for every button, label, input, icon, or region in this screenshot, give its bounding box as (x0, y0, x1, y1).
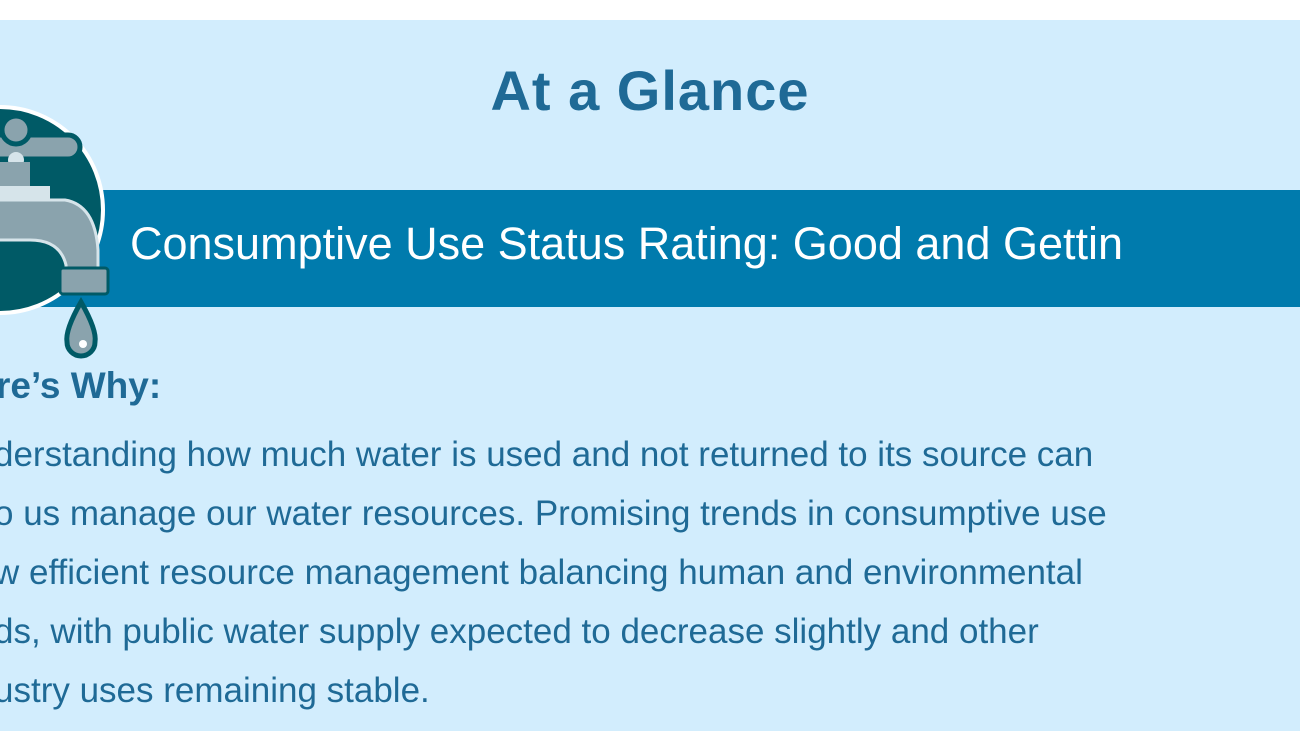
body-line: ds, with public water supply expected to… (0, 612, 1039, 651)
body-line: ustry uses remaining stable. (0, 671, 430, 710)
status-rating-text: Consumptive Use Status Rating: Good and … (130, 218, 1124, 269)
section-heading: re’s Why: (0, 365, 162, 406)
body-line: o us manage our water resources. Promisi… (0, 494, 1107, 533)
faucet-icon (0, 105, 110, 359)
page-title: At a Glance (490, 59, 810, 122)
body-line: w efficient resource management balancin… (0, 553, 1083, 592)
at-a-glance-panel: At a Glance Consumptive Use Status Ratin… (0, 20, 1300, 731)
body-paragraph: derstanding how much water is used and n… (0, 425, 1107, 720)
status-banner: Consumptive Use Status Rating: Good and … (0, 190, 1300, 307)
body-line: derstanding how much water is used and n… (0, 435, 1094, 474)
